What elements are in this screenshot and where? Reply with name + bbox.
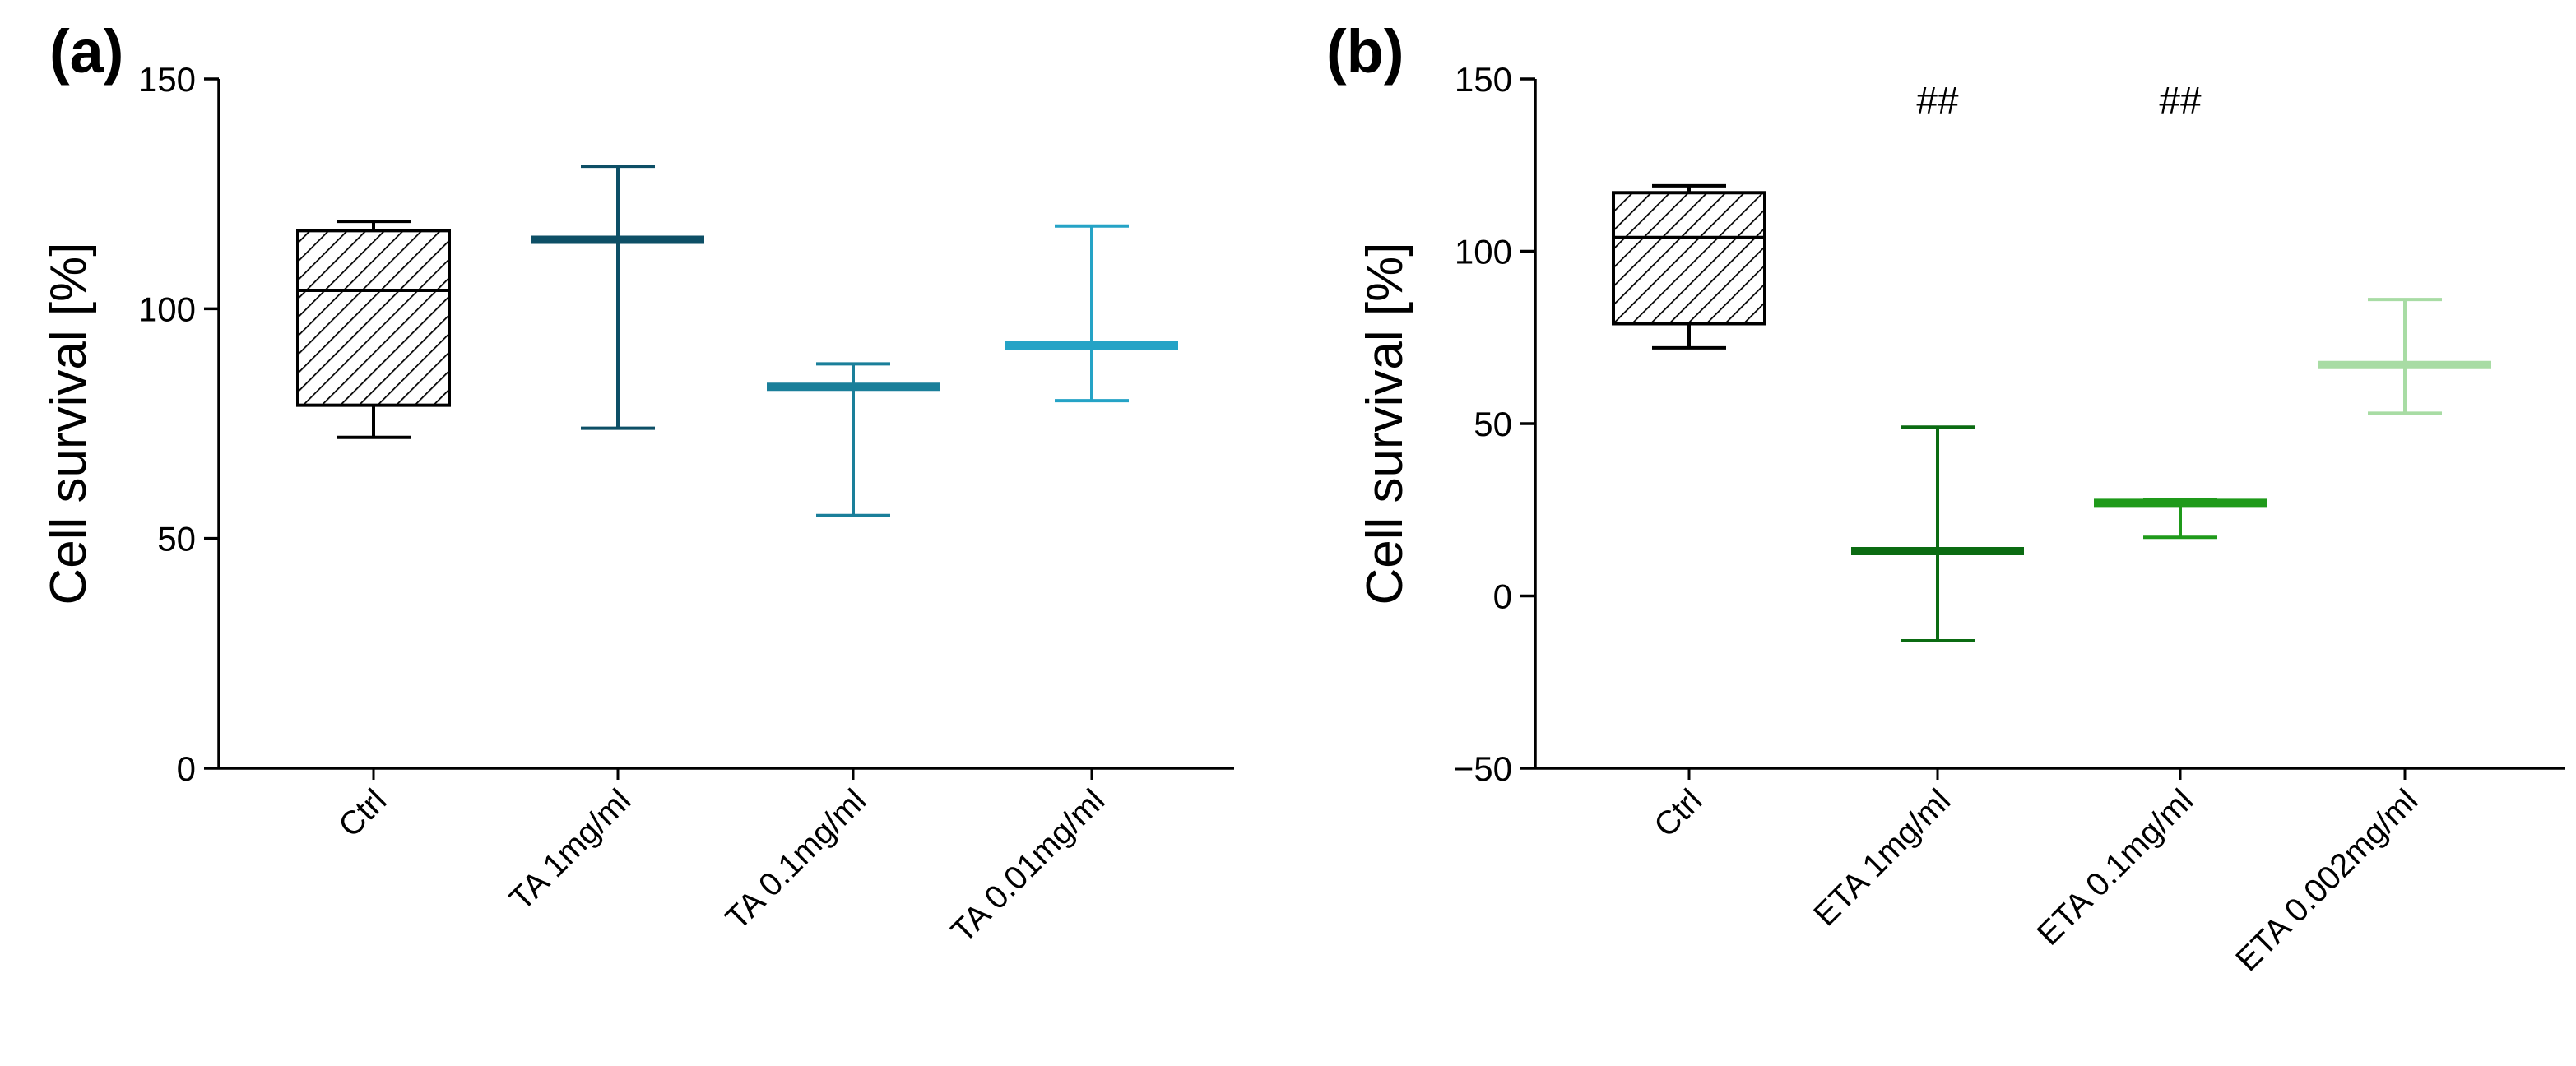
panel-b-series-3 [2318,298,2491,415]
panel-a-y-axis-title: Cell survival [%] [40,243,97,605]
panel-b-y-tick-label: 0 [1493,577,1512,616]
panel-b-category-label: Ctrl [1647,782,1709,844]
panel-a-series-3 [1005,224,1178,403]
significance-annotation: ## [2159,79,2202,122]
panel-b-category-label: ETA 1mg/ml [1807,782,1957,933]
panel-b-y-tick-label: 100 [1455,233,1512,271]
panel-a-category-label: Ctrl [332,782,393,844]
panel-b-label: (b) [1326,17,1404,86]
panel-a-marks [296,165,1178,517]
panel-a-y-tick-label: 0 [177,749,196,788]
panel-b-chart: (b) Cell survival [%] −50 0 50 100 150 Ctrl ET… [1326,17,2565,978]
significance-annotation: ## [1916,79,1959,122]
panel-b-category-label: ETA 0.1mg/ml [2031,782,2201,952]
panel-a-category-label: TA 0.1mg/ml [719,782,874,937]
panel-a-chart: (a) Cell survival [%] 0 50 100 150 Ctrl TA 1m… [40,17,1234,950]
panel-b-series-1: ## [1851,79,2024,642]
panel-a-series-2 [767,362,940,517]
panel-a-y-tick-label: 100 [138,290,196,328]
panel-a-y-tick-label: 50 [157,520,196,558]
box-iqr [296,229,451,407]
panel-b-y-tick-label: 150 [1455,60,1512,99]
box-iqr [1612,191,1766,326]
panel-b-y-tick-label: −50 [1454,749,1512,788]
panel-a-series-0 [296,220,451,439]
panel-b-series-2: ## [2094,79,2267,540]
panel-a-label: (a) [49,17,123,86]
panel-a-category-label: TA 1mg/ml [503,782,638,917]
panel-b-y-axis-title: Cell survival [%] [1357,243,1413,605]
panel-b-marks: ## ## [1612,79,2491,642]
panel-b-category-label: ETA 0.002mg/ml [2229,782,2425,978]
panel-a-axes: 0 50 100 150 Ctrl TA 1mg/ml TA 0.1mg/ml TA 0.01… [138,60,1234,950]
panel-a-category-label: TA 0.01mg/ml [945,782,1112,950]
panel-a-y-tick-label: 150 [138,60,196,99]
panel-b-y-tick-label: 50 [1474,405,1512,443]
panel-a-series-1 [531,165,704,430]
panel-b-series-0 [1612,183,1766,350]
